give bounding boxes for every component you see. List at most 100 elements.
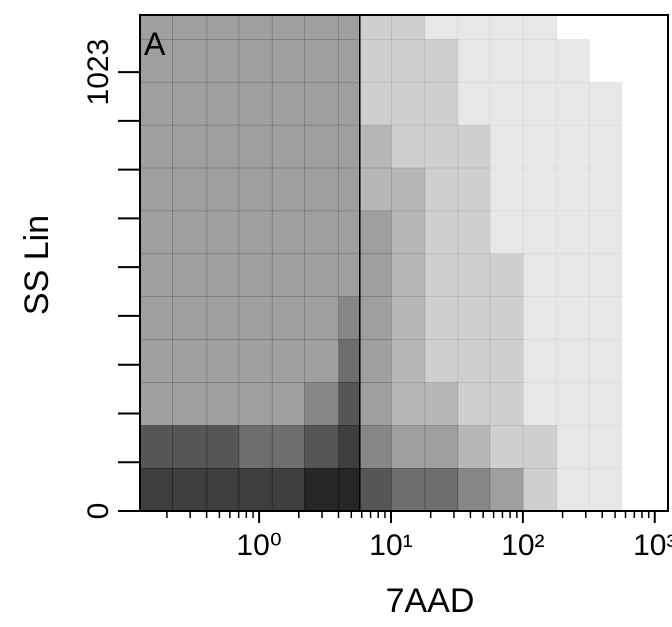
density-cell xyxy=(589,382,623,426)
density-cell xyxy=(338,339,361,383)
density-cell xyxy=(238,468,273,512)
density-cell xyxy=(271,296,305,340)
plot-frame xyxy=(139,14,669,512)
density-cell xyxy=(338,210,361,255)
density-cell xyxy=(390,39,426,83)
density-cell xyxy=(489,468,524,512)
density-cell xyxy=(622,82,669,125)
density-cell xyxy=(359,124,392,169)
density-cell xyxy=(140,296,173,340)
density-cell xyxy=(359,296,392,340)
density-cell xyxy=(457,339,491,383)
density-cell xyxy=(304,382,340,426)
density-cell xyxy=(489,425,524,469)
density-cell xyxy=(390,296,426,340)
density-cell xyxy=(338,39,361,83)
density-cell xyxy=(522,15,558,40)
density-cell xyxy=(172,39,208,83)
density-cell xyxy=(271,81,305,126)
density-cell xyxy=(622,15,669,40)
density-cell xyxy=(589,81,623,126)
density-cell xyxy=(489,382,524,426)
density-cell xyxy=(238,296,273,340)
density-cell xyxy=(304,167,340,212)
density-cell xyxy=(622,211,669,254)
density-cell xyxy=(238,81,273,126)
x-tick-label: 10⁰ xyxy=(236,529,281,562)
density-cell xyxy=(172,124,208,169)
density-cell xyxy=(304,81,340,126)
density-cell xyxy=(172,339,208,383)
density-cell xyxy=(424,468,459,512)
y-tick-label: 0 xyxy=(82,503,115,520)
density-cell xyxy=(556,124,590,169)
density-cell xyxy=(172,253,208,297)
density-cell xyxy=(140,15,173,40)
density-cell xyxy=(338,296,361,340)
density-cell xyxy=(206,15,240,40)
density-cell xyxy=(338,81,361,126)
density-cell xyxy=(172,382,208,426)
density-cell xyxy=(424,81,459,126)
density-cell xyxy=(489,296,524,340)
density-cell xyxy=(140,468,173,512)
density-cell xyxy=(522,339,558,383)
density-cell xyxy=(304,124,340,169)
density-cell xyxy=(557,15,590,40)
density-cell xyxy=(589,167,623,212)
density-cell xyxy=(457,167,491,212)
density-cell xyxy=(489,253,524,297)
density-cell xyxy=(589,296,623,340)
density-cell xyxy=(556,296,590,340)
density-cell xyxy=(424,253,459,297)
density-cell xyxy=(238,15,273,40)
density-cell xyxy=(622,468,669,511)
density-cell xyxy=(304,15,340,40)
density-cell xyxy=(140,253,173,297)
density-cell xyxy=(359,81,392,126)
density-cell xyxy=(206,253,240,297)
density-cell xyxy=(238,39,273,83)
density-cell xyxy=(424,425,459,469)
density-cell xyxy=(556,468,590,512)
density-cell xyxy=(140,339,173,383)
density-cell xyxy=(359,39,392,83)
density-cell xyxy=(238,339,273,383)
density-cell xyxy=(206,124,240,169)
density-cell xyxy=(522,210,558,255)
x-tick-label: 10³ xyxy=(633,529,672,562)
density-cell xyxy=(622,425,669,468)
density-cell xyxy=(522,468,558,512)
density-cell xyxy=(489,167,524,212)
density-cell xyxy=(206,468,240,512)
density-cell xyxy=(457,15,491,40)
density-cell xyxy=(522,167,558,212)
density-cell xyxy=(390,210,426,255)
density-cell xyxy=(271,382,305,426)
density-cell xyxy=(522,253,558,297)
density-cell xyxy=(589,124,623,169)
density-cell xyxy=(457,39,491,83)
density-cell xyxy=(522,124,558,169)
density-cell xyxy=(622,339,669,382)
density-cell xyxy=(338,15,361,40)
density-cell xyxy=(172,296,208,340)
density-cell xyxy=(390,167,426,212)
density-cell xyxy=(304,468,340,512)
density-cell xyxy=(238,425,273,469)
density-cell xyxy=(556,210,590,255)
density-cell xyxy=(338,382,361,426)
density-cell xyxy=(589,210,623,255)
density-cell xyxy=(359,253,392,297)
density-cell xyxy=(622,382,669,425)
density-cell xyxy=(622,254,669,297)
density-cell xyxy=(271,339,305,383)
density-cell xyxy=(172,167,208,212)
density-cell xyxy=(424,210,459,255)
density-cell xyxy=(424,382,459,426)
density-cell xyxy=(238,253,273,297)
density-cell xyxy=(304,296,340,340)
density-cell xyxy=(359,382,392,426)
density-cell xyxy=(140,382,173,426)
density-cell xyxy=(622,296,669,339)
